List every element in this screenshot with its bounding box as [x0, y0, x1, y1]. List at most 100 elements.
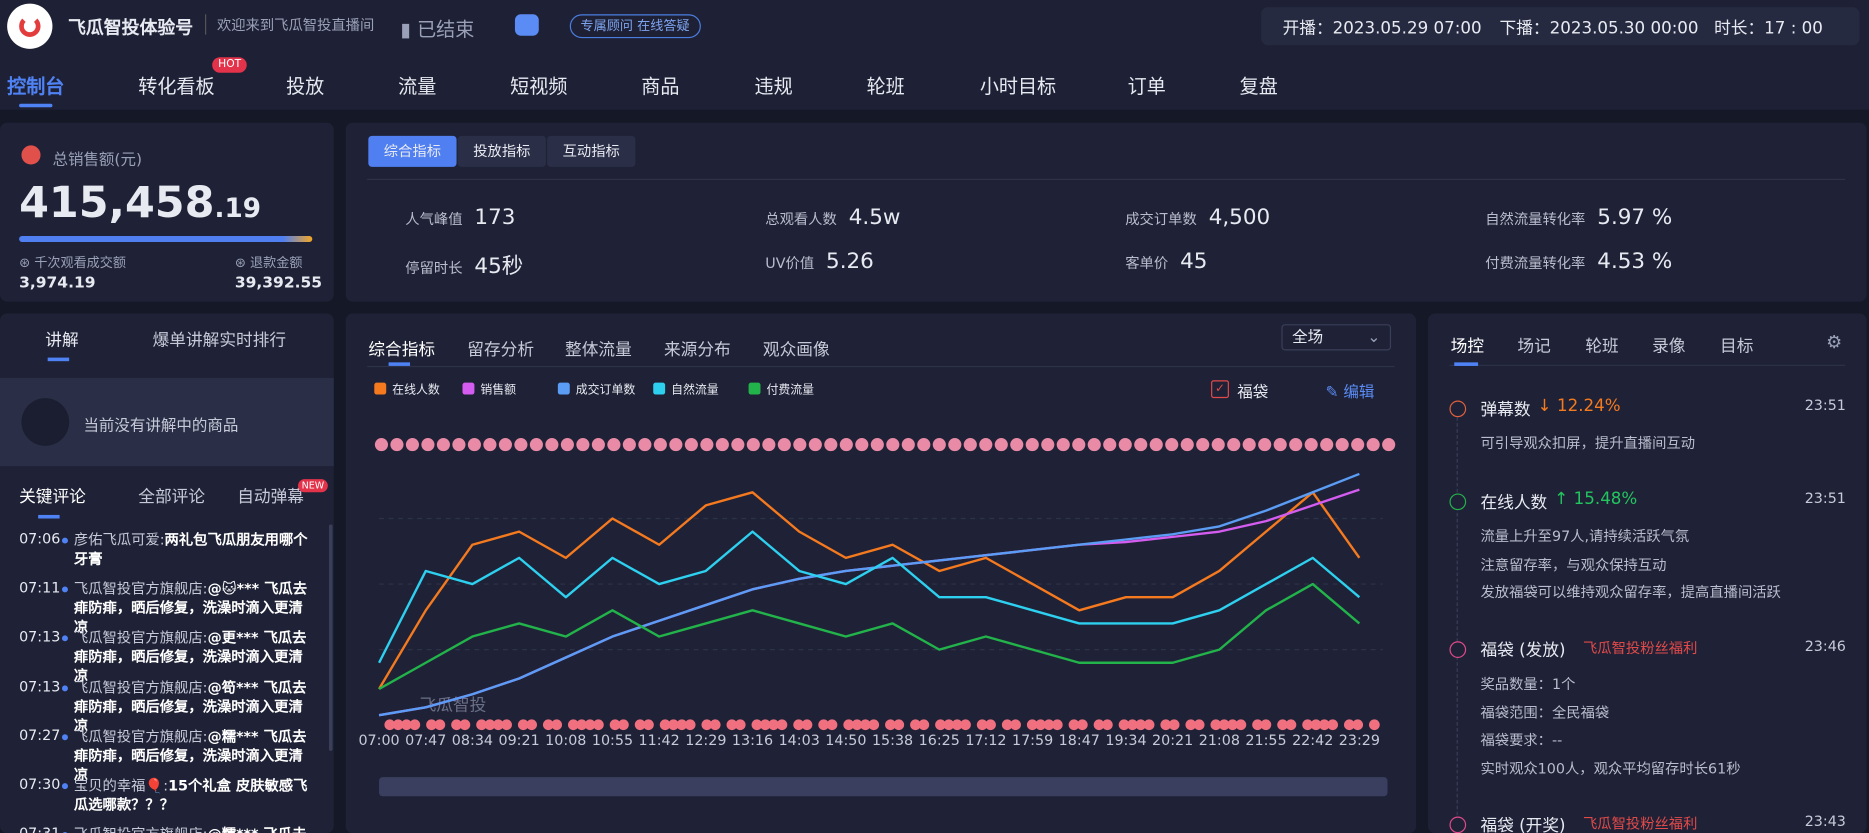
nav-item[interactable]: 订单 [1127, 75, 1166, 98]
metric: 成交订单数 4,500 [1125, 205, 1270, 230]
control-tab[interactable]: 目标 [1720, 337, 1754, 357]
nav-item[interactable]: 小时目标 [979, 75, 1057, 98]
metric: 停留时长 45秒 [405, 249, 523, 280]
legend-swatch [374, 382, 387, 395]
status: ▮ 已结束 [400, 17, 475, 41]
metric-tab[interactable]: 综合指标 [368, 135, 457, 167]
event-dot [618, 719, 629, 731]
comment-tab[interactable]: 关键评论 [19, 487, 86, 507]
advisor-pill[interactable]: 专属顾问 在线答疑 [569, 14, 701, 39]
comment-time: 07:30 [19, 775, 61, 793]
metric-value: 5.26 [826, 249, 874, 275]
nav-item[interactable]: 违规 [754, 75, 793, 98]
comment-tab[interactable]: 自动弹幕 [237, 487, 304, 507]
control-tab[interactable]: 场记 [1517, 337, 1551, 357]
chart-tab[interactable]: 整体流量 [565, 340, 632, 360]
nav-item[interactable]: 短视频 [510, 75, 568, 98]
metric-tab[interactable]: 互动指标 [547, 135, 636, 167]
event-dot [1369, 719, 1380, 731]
comment-text: 15个礼盒 皮肤敏感飞瓜选哪款？？？ [73, 777, 308, 813]
bag-icon [1258, 438, 1272, 452]
event-dot [868, 719, 880, 731]
nav-item[interactable]: 流量 [398, 75, 437, 98]
event-line: 福袋要求：-- [1480, 731, 1563, 749]
bag-icon [1072, 438, 1086, 452]
bag-icon [1335, 438, 1349, 452]
comment-time: 07:13 [19, 678, 61, 695]
chart-tab[interactable]: 观众画像 [762, 340, 830, 360]
bag-icon [1289, 438, 1303, 452]
metric-value: 45 [1180, 249, 1208, 275]
comment-text: @糯*** 飞瓜去痱防痱，晒后修复，洗澡时滴入更清凉 [73, 728, 307, 784]
control-underline [1454, 362, 1479, 366]
scope-select[interactable]: 全场 ⌄ [1281, 324, 1392, 351]
event-line: 奖品数量：1个 [1480, 675, 1576, 693]
edit[interactable]: ✎ 编辑 [1325, 383, 1375, 402]
event-dot [751, 719, 763, 731]
event-dot [584, 719, 596, 731]
chart-tab[interactable]: 综合指标 [368, 340, 436, 360]
metric-label: 人气峰值 [405, 210, 463, 228]
comment-dot [61, 586, 68, 593]
control-tab[interactable]: 录像 [1652, 337, 1686, 357]
event-title: 在线人数 [1480, 493, 1548, 513]
control-tab[interactable]: 轮班 [1585, 337, 1619, 357]
event-icon [1449, 493, 1467, 511]
explain-tab[interactable]: 爆单讲解实时排行 [152, 331, 287, 351]
nav-item[interactable]: 商品 [641, 75, 680, 98]
legend-label: 付费流量 [766, 382, 814, 396]
bag-icon [576, 438, 590, 452]
event-dot [634, 719, 646, 731]
nav-item[interactable]: 复盘 [1239, 75, 1278, 98]
metric-value: 4,500 [1208, 205, 1271, 231]
event-dot [918, 719, 930, 731]
divider [1449, 364, 1846, 366]
event-dot [976, 719, 988, 731]
bag-icon [669, 438, 683, 452]
control-tab[interactable]: 场控 [1450, 337, 1485, 357]
bag-icon [1134, 438, 1148, 452]
metric: 总观看人数 4.5w [765, 205, 900, 230]
comment-dot [61, 783, 68, 790]
comment-user: 飞瓜智投官方旗舰店: [73, 679, 208, 697]
chart-tab[interactable]: 来源分布 [663, 340, 731, 360]
event-tag: ↓ 12.24% [1537, 396, 1621, 417]
nav-item[interactable]: 转化看板 [138, 75, 215, 98]
bag-label: 福袋 [1237, 383, 1269, 402]
bag-checkbox[interactable]: ✓ [1211, 380, 1229, 399]
bag-icon [762, 438, 776, 452]
settings[interactable]: ⚙ [1826, 331, 1843, 353]
metric-value: 4.5w [848, 205, 901, 231]
nav-item[interactable]: 控制台 [7, 75, 65, 98]
event-dot [860, 719, 871, 731]
event-dot [1143, 719, 1155, 731]
duration: 时长：17 : 00 [1714, 19, 1823, 39]
metric: UV价值 5.26 [765, 249, 874, 274]
comment-user: 宝贝的幸福🎈: [73, 777, 169, 794]
chart-tab-underline [388, 362, 411, 366]
sales-icon [21, 145, 41, 165]
event-dot [593, 719, 604, 731]
comment-tab[interactable]: 全部评论 [138, 487, 206, 507]
x-tick-label: 20:21 [1152, 733, 1193, 749]
metric: 付费流量转化率 4.53 % [1485, 249, 1672, 274]
event-dot [943, 719, 955, 731]
event-time: 23:46 [1804, 637, 1846, 655]
nav-item[interactable]: 投放 [286, 75, 325, 98]
explain-tab[interactable]: 讲解 [45, 331, 79, 351]
metric-value: 5.97 % [1597, 205, 1673, 231]
nav-item[interactable]: 轮班 [866, 75, 905, 98]
refund-label: ⊛ 退款金额 [234, 255, 303, 271]
bag-icon [917, 438, 931, 452]
bag-icon [1118, 438, 1132, 452]
chart-tab[interactable]: 留存分析 [467, 340, 535, 360]
logo-mark [19, 15, 41, 37]
metric-tab[interactable]: 投放指标 [457, 135, 546, 167]
new-badge: NEW [298, 479, 328, 493]
metric-value: 45秒 [474, 253, 524, 279]
event-dot [1302, 719, 1313, 731]
bag-icon [436, 438, 450, 452]
bag-icon [1165, 438, 1179, 452]
event-dot [684, 719, 696, 731]
